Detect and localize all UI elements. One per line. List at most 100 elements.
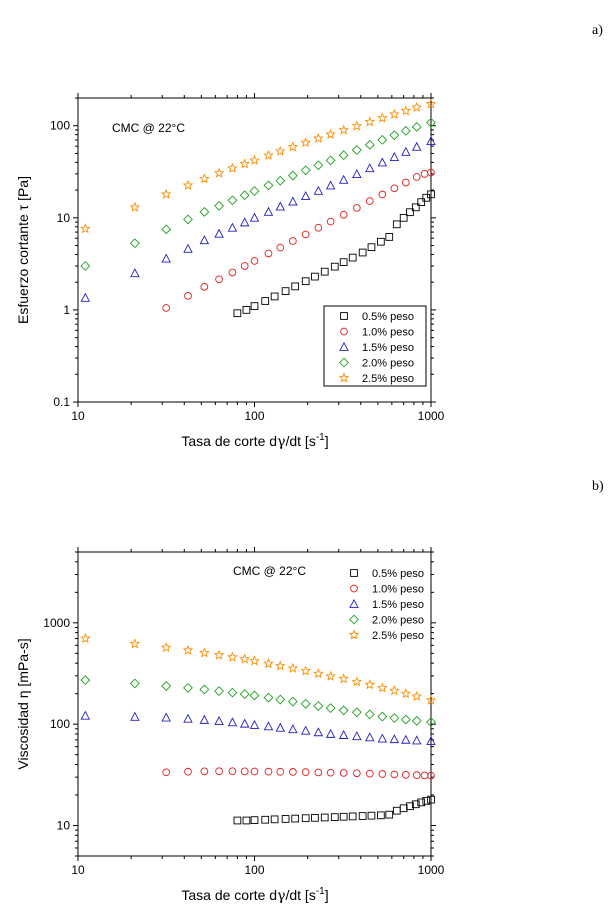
chart-b-point-s1 bbox=[326, 768, 335, 777]
chart-b-point-s3 bbox=[129, 678, 140, 689]
chart-a-point-s3 bbox=[161, 224, 172, 235]
chart-b-point-s3 bbox=[389, 713, 400, 723]
chart-a-point-s1 bbox=[250, 257, 259, 265]
chart-b-point-s0 bbox=[422, 797, 431, 805]
chart-a-legend-marker bbox=[339, 357, 349, 368]
chart-b-point-s0 bbox=[281, 815, 290, 823]
chart-a-point-s0 bbox=[411, 203, 420, 212]
chart-a-point-s2 bbox=[183, 243, 193, 253]
chart-b-point-s0 bbox=[330, 813, 339, 821]
chart-b-point-s0 bbox=[291, 814, 300, 823]
chart-b-point-s3 bbox=[263, 692, 274, 703]
chart-a-point-s1 bbox=[184, 292, 192, 300]
chart-a-point-s4 bbox=[199, 173, 210, 184]
chart-a-point-s3 bbox=[129, 238, 140, 249]
chart-b-legend: 0.5% peso 1.0% peso 1.5% peso 2.0% peso 2.5%… bbox=[348, 568, 424, 642]
chart-a-point-s4 bbox=[213, 167, 225, 178]
chart-b-legend-label: 1.5% peso bbox=[372, 599, 424, 611]
chart-a-point-s3 bbox=[80, 261, 91, 271]
chart-b-ytick-label: 1000 bbox=[43, 616, 70, 630]
chart-a-point-s4 bbox=[263, 149, 274, 161]
chart-a-point-s0 bbox=[242, 306, 251, 314]
chart-b-point-s0 bbox=[377, 811, 385, 820]
chart-a-point-s2 bbox=[426, 135, 436, 145]
chart-b-point-s1 bbox=[200, 767, 209, 776]
chart-a-point-s1 bbox=[427, 168, 435, 177]
chart-b-point-s0 bbox=[250, 816, 259, 824]
chart-b-point-s3 bbox=[275, 694, 286, 705]
chart-a-point-s2 bbox=[130, 268, 140, 278]
chart-a-legend-marker bbox=[338, 372, 350, 383]
chart-b-legend-label: 2.0% peso bbox=[372, 615, 424, 627]
chart-a-point-s4 bbox=[227, 162, 238, 173]
chart-b-point-s2 bbox=[161, 712, 171, 722]
chart-b-point-s4 bbox=[249, 655, 260, 666]
chart-a-point-s3 bbox=[263, 180, 274, 191]
chart-a-legend-label: 1.0% peso bbox=[362, 327, 414, 339]
chart-b-point-s1 bbox=[276, 767, 285, 776]
chart-b-ylabel: Viscosidad η [mPa-s] bbox=[15, 638, 31, 769]
chart-a-point-s0 bbox=[377, 237, 385, 246]
chart-a-xtick-label: 1000 bbox=[418, 409, 445, 423]
chart-a-point-s0 bbox=[250, 302, 259, 310]
chart-b-point-s0 bbox=[320, 813, 329, 822]
chart-a-point-s1 bbox=[339, 210, 348, 219]
chart-a-point-s0 bbox=[330, 262, 339, 271]
chart-b-point-s4 bbox=[377, 682, 388, 693]
chart-a-xlabel: Tasa de corte dγ/dt [s-1] bbox=[181, 432, 328, 450]
chart-b-point-s4 bbox=[338, 673, 349, 684]
chart-a-point-s2 bbox=[80, 292, 91, 302]
panel-label-a: a) bbox=[592, 23, 603, 38]
chart-b-point-s0 bbox=[385, 810, 394, 819]
chart-b-point-s1 bbox=[378, 770, 387, 778]
chart-a-point-s2 bbox=[199, 235, 210, 245]
chart-b-point-s1 bbox=[162, 768, 171, 777]
chart-a-ylabel: Esfuerzo cortante τ [Pa] bbox=[15, 176, 31, 324]
chart-b-point-s3 bbox=[80, 675, 91, 686]
chart-a-legend-label: 2.0% peso bbox=[362, 358, 414, 370]
chart-b-point-s3 bbox=[351, 707, 362, 718]
chart-a-point-s3 bbox=[338, 150, 349, 161]
chart-b-point-s3 bbox=[338, 705, 349, 716]
chart-b-point-s4 bbox=[182, 644, 194, 655]
chart-a-annotation: CMC @ 22°C bbox=[112, 121, 185, 135]
chart-a-ytick-label: 1 bbox=[63, 303, 70, 317]
chart-b-point-s4 bbox=[274, 660, 286, 671]
chart-a-point-s0 bbox=[311, 272, 319, 281]
chart-b-point-s3 bbox=[183, 682, 193, 693]
chart-b-point-s1 bbox=[314, 768, 323, 777]
chart-b-legend-label: 0.5% peso bbox=[372, 568, 424, 580]
chart-b-point-s0 bbox=[261, 815, 270, 824]
chart-b-plot-frame bbox=[77, 551, 432, 857]
chart-a-point-s1 bbox=[326, 217, 335, 226]
chart-a-point-s4 bbox=[400, 105, 412, 116]
chart-a-point-s3 bbox=[227, 195, 238, 206]
chart-a-point-s3 bbox=[426, 117, 436, 128]
chart-a-point-s2 bbox=[161, 253, 171, 263]
chart-a: 10 100 1000 0.1 1 10 100 CMC @ 22°C 0.5% peso 1… bbox=[15, 93, 445, 450]
chart-a-point-s1 bbox=[264, 249, 273, 258]
chart-b-point-s4 bbox=[364, 679, 376, 690]
chart-b-point-s0 bbox=[270, 815, 279, 824]
chart-a-point-s4 bbox=[325, 128, 336, 139]
chart-b-point-s4 bbox=[411, 690, 423, 701]
chart-b-point-s2 bbox=[389, 734, 400, 744]
chart-a-point-s3 bbox=[287, 170, 298, 181]
chart-a-point-s2 bbox=[411, 141, 422, 151]
chart-a-point-s0 bbox=[417, 198, 426, 206]
chart-b-point-s2 bbox=[183, 713, 193, 723]
chart-a-point-s4 bbox=[351, 120, 363, 131]
chart-b-point-s2 bbox=[80, 710, 91, 720]
chart-a-point-s4 bbox=[364, 116, 376, 127]
chart-b-point-s4 bbox=[287, 662, 299, 673]
chart-a-ytick-label: 100 bbox=[50, 119, 70, 133]
chart-a-legend-marker bbox=[340, 327, 348, 336]
chart-a-point-s1 bbox=[276, 243, 285, 252]
chart-a-point-s1 bbox=[420, 170, 429, 178]
chart-b-point-s2 bbox=[401, 734, 411, 744]
chart-a-point-s2 bbox=[389, 151, 400, 161]
chart-a-point-s2 bbox=[300, 190, 311, 200]
chart-a-point-s1 bbox=[412, 173, 421, 181]
chart-b-point-s4 bbox=[325, 670, 336, 681]
